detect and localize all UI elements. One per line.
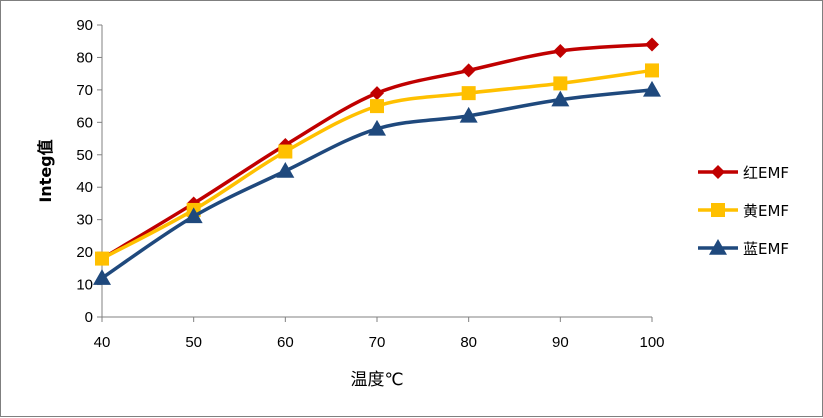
- data-point: [370, 99, 384, 114]
- data-point: [459, 106, 478, 123]
- data-point: [93, 269, 111, 285]
- x-tick-label: 40: [94, 334, 111, 351]
- y-tick-label: 0: [85, 309, 93, 326]
- x-axis-title: 温度℃: [350, 370, 403, 390]
- data-point: [278, 144, 293, 159]
- x-tick-label: 50: [185, 334, 202, 351]
- legend-marker: [711, 165, 725, 179]
- y-tick-label: 20: [76, 244, 93, 261]
- x-tick-label: 60: [277, 334, 294, 351]
- data-point: [643, 80, 661, 97]
- legend-label: 红EMF: [743, 164, 789, 182]
- legend-label: 蓝EMF: [743, 240, 789, 258]
- y-axis-title: Integ值: [36, 139, 55, 202]
- y-tick-label: 80: [76, 49, 93, 66]
- data-point: [95, 251, 109, 266]
- data-point: [370, 86, 384, 101]
- x-tick-label: 80: [460, 334, 477, 351]
- data-point: [553, 76, 568, 91]
- data-point: [645, 63, 659, 78]
- y-tick-label: 10: [76, 277, 93, 294]
- data-point: [276, 162, 295, 178]
- data-point: [553, 43, 568, 58]
- series-3: [93, 80, 661, 285]
- legend-item: 红EMF: [698, 164, 789, 182]
- data-point: [184, 207, 203, 224]
- data-point: [368, 119, 386, 136]
- x-tick-label: 70: [369, 334, 386, 351]
- y-tick-label: 30: [76, 212, 93, 229]
- data-point: [461, 86, 476, 101]
- series-line: [101, 42, 653, 261]
- y-tick-label: 50: [76, 147, 93, 164]
- data-point: [645, 37, 659, 52]
- data-point: [551, 90, 570, 107]
- series-1: [95, 37, 659, 266]
- y-tick-label: 90: [76, 17, 93, 34]
- legend-marker: [711, 203, 725, 217]
- legend-item: 黄EMF: [698, 202, 789, 220]
- x-tick-label: 90: [552, 334, 569, 351]
- data-point: [461, 63, 476, 78]
- y-tick-label: 60: [76, 114, 93, 131]
- x-tick-label: 100: [639, 334, 664, 351]
- series-line: [101, 88, 653, 280]
- series-layer: [93, 37, 661, 285]
- legend-marker: [709, 239, 727, 255]
- legend-label: 黄EMF: [743, 202, 789, 220]
- y-tick-label: 40: [76, 179, 93, 196]
- legend-item: 蓝EMF: [698, 239, 789, 258]
- legend: 红EMF 黄EMF 蓝EMF: [698, 164, 789, 258]
- y-tick-label: 70: [76, 82, 93, 99]
- axes: 0 10 20 30 40 50 60 70 80 90 40 50 60 70 80 90 100: [76, 17, 664, 351]
